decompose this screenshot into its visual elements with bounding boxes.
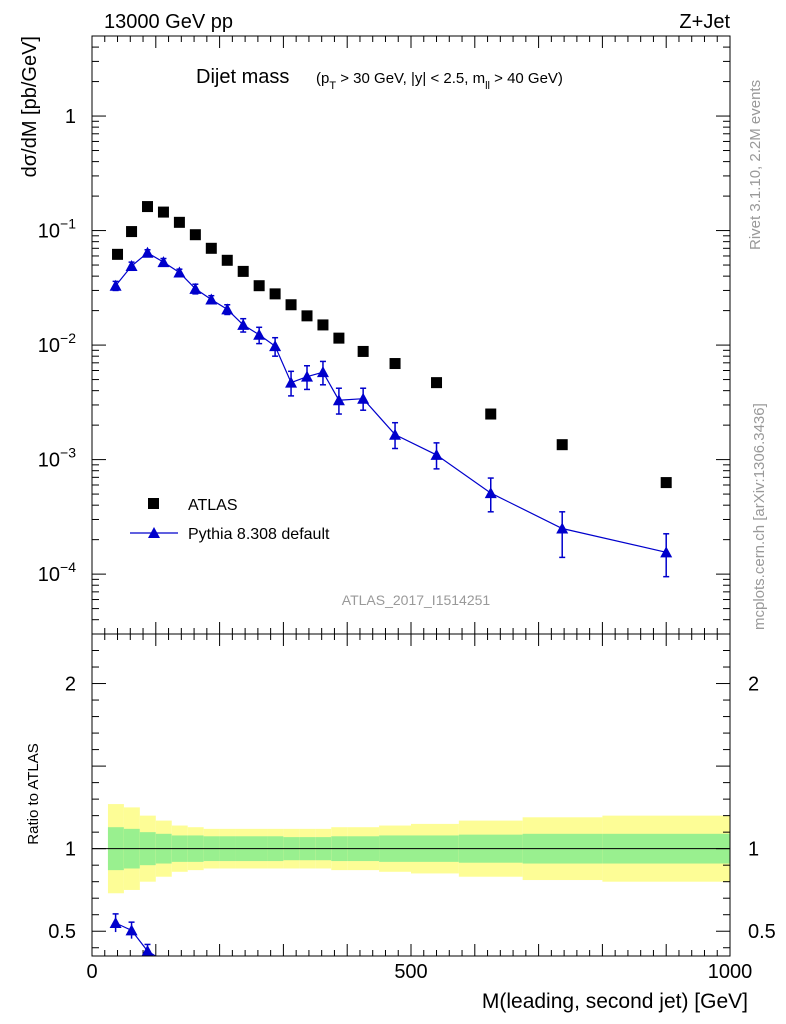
atlas-point	[431, 377, 443, 389]
plot-title-main: Dijet mass	[196, 66, 289, 88]
atlas-point	[253, 280, 265, 292]
atlas-point	[285, 299, 297, 311]
atlas-point	[126, 226, 138, 238]
ratio-point	[141, 945, 154, 957]
pythia-point	[205, 293, 218, 305]
mcplots-label: mcplots.cern.ch [arXiv:1306.3436]	[751, 403, 768, 630]
atlas-point	[157, 206, 169, 218]
y-tick-label: 10−2	[38, 330, 76, 357]
pythia-point	[269, 340, 282, 352]
legend-marker-pythia	[148, 527, 160, 538]
pythia-point	[484, 487, 497, 499]
atlas-point	[221, 254, 233, 266]
header-final-state: Z+Jet	[679, 11, 730, 33]
ratio-y-tick-label-right: 1	[748, 839, 759, 861]
ratio-plot-frame	[91, 633, 731, 957]
atlas-point	[485, 408, 497, 420]
ratio-point	[109, 916, 122, 928]
atlas-point	[269, 288, 281, 300]
pythia-point	[357, 392, 370, 404]
atlas-point	[173, 216, 185, 228]
atlas-point	[357, 345, 369, 357]
pythia-point	[430, 448, 443, 460]
header-process: 13000 GeV pp	[104, 11, 233, 33]
pythia-point	[285, 376, 298, 388]
pythia-point	[556, 522, 569, 534]
ratio-y-tick-label: 1	[65, 839, 76, 861]
ratio-y-tick-label-right: 0.5	[748, 921, 776, 943]
atlas-point	[205, 242, 217, 254]
atlas-point	[660, 477, 672, 489]
pythia-point	[173, 266, 186, 278]
pythia-point	[253, 328, 266, 340]
pythia-point	[316, 366, 329, 378]
pythia-point	[237, 318, 250, 330]
atlas-point	[112, 248, 124, 260]
x-axis-label: M(leading, second jet) [GeV]	[482, 990, 748, 1013]
y-tick-label: 10−1	[38, 216, 76, 243]
pythia-point	[389, 428, 402, 440]
legend-label-atlas: ATLAS	[188, 497, 238, 514]
atlas-point	[333, 332, 345, 344]
pythia-point	[221, 303, 234, 315]
x-tick-label: 1000	[708, 961, 753, 983]
x-tick-label: 0	[86, 961, 97, 983]
ratio-y-tick-label-right: 2	[748, 674, 759, 696]
plot-title: Dijet mass	[196, 66, 289, 88]
atlas-point	[142, 201, 154, 213]
ratio-y-tick-label: 0.5	[48, 921, 76, 943]
analysis-tag: ATLAS_2017_I1514251	[342, 592, 491, 608]
rivet-version-label: Rivet 3.1.10, 2.2M events	[747, 80, 764, 250]
atlas-point	[556, 439, 568, 451]
data-points	[109, 201, 673, 957]
pythia-point	[660, 546, 673, 558]
atlas-point	[301, 310, 313, 322]
y-axis-label-ratio: Ratio to ATLAS	[25, 743, 42, 844]
uncertainty-bands	[92, 804, 730, 894]
pythia-point	[332, 394, 345, 406]
main-plot-frame	[91, 35, 731, 635]
pythia-point	[157, 256, 170, 268]
y-axis-label-main: dσ/dM [pb/GeV]	[19, 36, 41, 177]
atlas-point	[189, 229, 201, 241]
legend: ATLAS Pythia 8.308 default	[130, 497, 330, 543]
x-tick-label: 500	[394, 961, 427, 983]
legend-label-pythia: Pythia 8.308 default	[188, 526, 330, 543]
atlas-point	[317, 319, 329, 331]
pythia-point	[141, 246, 154, 258]
pythia-point	[189, 282, 202, 294]
pythia-point	[301, 370, 314, 382]
y-tick-label: 10−3	[38, 445, 76, 472]
atlas-point	[389, 358, 401, 370]
legend-marker-atlas	[148, 498, 159, 509]
ratio-point	[125, 924, 138, 936]
axes-ticks: 0 500 1000 1 10−1 10−2 10−3 10−4 0.5 0.5 1 1 2 2	[38, 35, 776, 983]
atlas-point	[237, 265, 249, 277]
y-tick-label: 1	[65, 106, 76, 128]
ratio-y-tick-label: 2	[65, 674, 76, 696]
pythia-point	[125, 260, 138, 272]
plot-title-cuts: (pT > 30 GeV, |y| < 2.5, mll > 40 GeV)	[316, 70, 563, 92]
pythia-point	[109, 279, 122, 291]
y-tick-label: 10−4	[38, 559, 76, 586]
